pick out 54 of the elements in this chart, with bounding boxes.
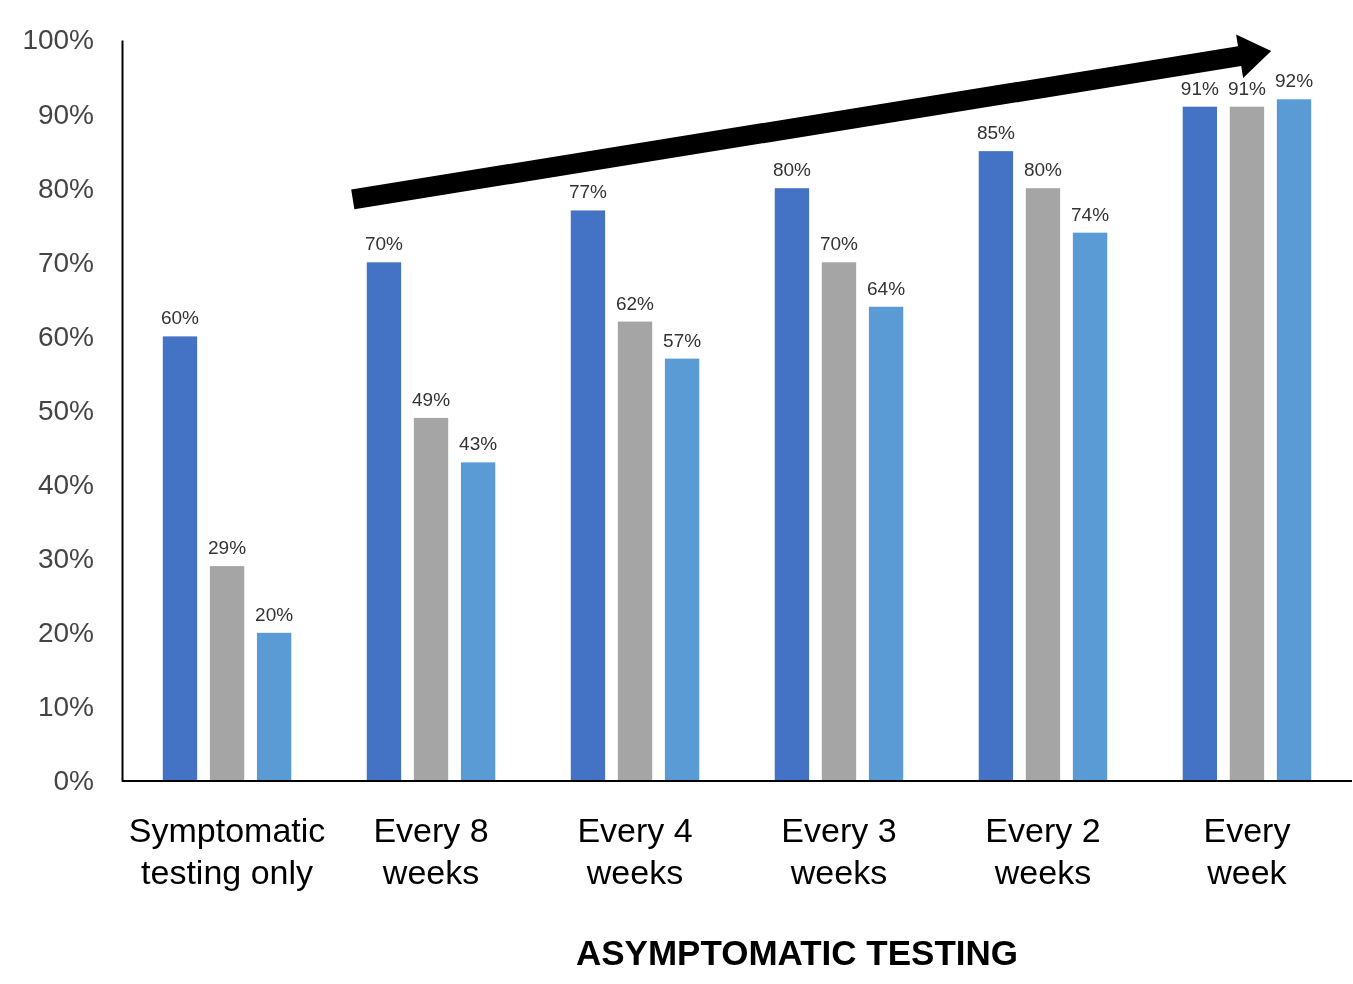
bar: [209, 566, 245, 781]
x-tick-label: Every 8 weeks: [373, 811, 489, 891]
data-label: 20%: [255, 603, 294, 625]
bar: [1072, 232, 1108, 781]
bar: [256, 632, 292, 781]
y-tick-label: 10%: [37, 691, 94, 723]
data-label: 62%: [615, 292, 655, 314]
bar: [1229, 106, 1265, 781]
data-label: 80%: [772, 159, 812, 181]
data-label: 77%: [568, 181, 608, 203]
x-tick-label: Every 2 weeks: [985, 811, 1101, 891]
data-label: 49%: [412, 388, 451, 410]
y-tick-label: 50%: [37, 394, 94, 426]
data-label: 29%: [208, 537, 247, 559]
data-label: 60%: [160, 307, 200, 329]
x-axis-title: ASYMPTOMATIC TESTING: [575, 933, 1019, 972]
data-label: 92%: [1275, 70, 1314, 92]
data-label: 74%: [1071, 203, 1110, 225]
bar: [460, 462, 496, 781]
bar: [868, 306, 904, 781]
bar: [162, 336, 198, 781]
data-label: 57%: [663, 329, 702, 351]
bar: [1182, 106, 1218, 781]
y-tick-label: 70%: [37, 246, 94, 278]
data-label: 43%: [459, 433, 498, 455]
bar: [413, 417, 449, 781]
data-label: 70%: [819, 233, 859, 255]
y-tick-label: 60%: [37, 320, 94, 352]
y-tick-label: 100%: [22, 24, 94, 56]
y-tick-label: 30%: [37, 543, 94, 575]
bar: [366, 262, 402, 781]
y-tick-label: 80%: [37, 172, 94, 204]
x-tick-label: Symptomatic testing only: [128, 811, 326, 891]
data-label: 70%: [364, 233, 404, 255]
bar: [774, 188, 810, 781]
y-tick-label: 20%: [37, 617, 94, 649]
bar: [1276, 99, 1312, 781]
y-tick-label: 40%: [37, 469, 94, 501]
x-tick-label: Every 4 weeks: [577, 811, 693, 891]
bar: [978, 151, 1014, 781]
data-label: 64%: [867, 277, 906, 299]
y-tick-label: 0%: [53, 765, 94, 797]
data-label: 85%: [976, 122, 1016, 144]
data-label: 80%: [1023, 159, 1063, 181]
y-tick-label: 90%: [37, 98, 94, 130]
bar: [1025, 188, 1061, 781]
data-label: 91%: [1227, 77, 1267, 99]
bar: [664, 358, 700, 781]
x-tick-label: Every week: [1203, 811, 1291, 891]
bar: [570, 210, 606, 781]
data-label: 91%: [1180, 77, 1219, 99]
bar: [617, 321, 653, 781]
bar: [821, 262, 857, 781]
x-tick-label: Every 3 weeks: [781, 811, 897, 891]
